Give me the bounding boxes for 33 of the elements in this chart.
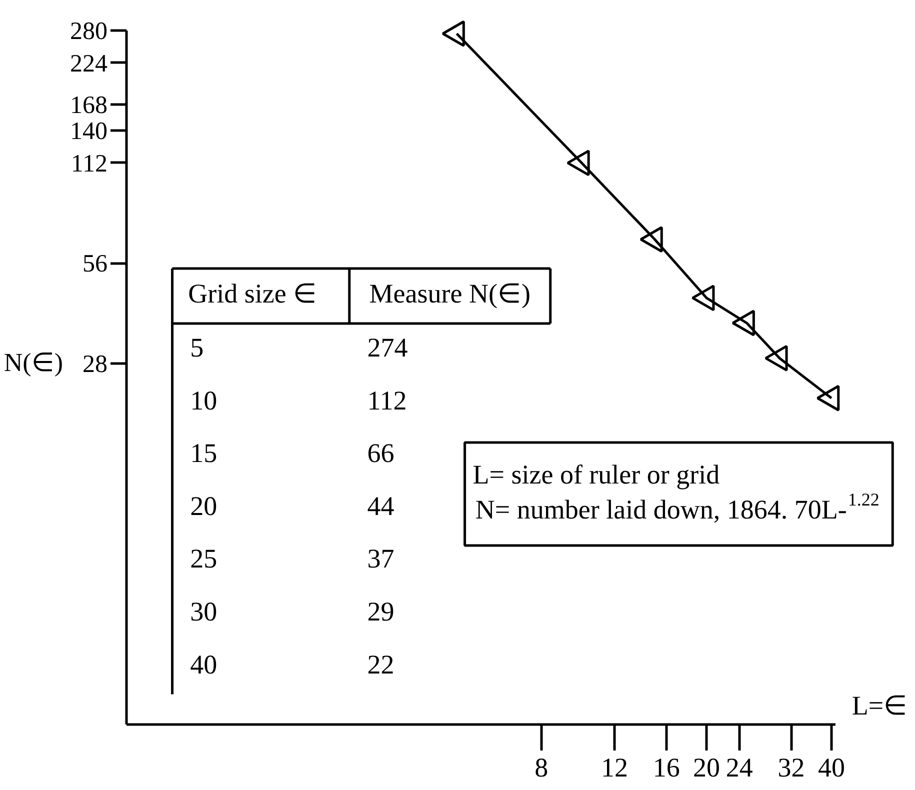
y-tick-label: 280 [70,18,108,45]
x-tick-label: 16 [652,752,680,782]
y-tick-label: 140 [70,118,108,146]
y-tick-label: 224 [70,50,108,78]
annotation: 22 [367,649,394,680]
y-tick-label: 168 [70,92,108,119]
annotation: 5 [190,332,204,362]
annotation: 29 [367,596,394,626]
annotation: 274 [367,332,408,362]
annotation: 44 [367,490,395,521]
x-tick-label: 20 [693,752,720,782]
x-tick-label: 40 [818,752,845,782]
annotation: 15 [190,438,218,468]
x-tick-label: 32 [778,752,805,782]
y-tick-label: 56 [82,250,108,278]
annotation: 66 [367,438,394,468]
annotation: 30 [190,596,218,626]
annotation: 10 [190,385,218,416]
y-tick-label: 112 [70,150,108,178]
annotation: 20 [190,490,218,521]
y-axis-title: N(∈) [4,348,63,377]
x-tick-label: 8 [534,752,548,782]
x-tick-label: 24 [726,752,754,782]
annotation: 25 [190,544,218,574]
annotation: Measure N(∈) [369,278,530,308]
annotation: 112 [367,385,407,416]
annotation: L= size of ruler or grid [472,460,720,490]
annotation: 37 [367,544,394,574]
x-axis-title: L=∈ [852,690,908,720]
annotation: 40 [190,649,218,680]
annotation: Grid size ∈ [188,278,318,308]
y-tick-label: 28 [82,350,108,378]
x-tick-label: 12 [600,752,628,782]
